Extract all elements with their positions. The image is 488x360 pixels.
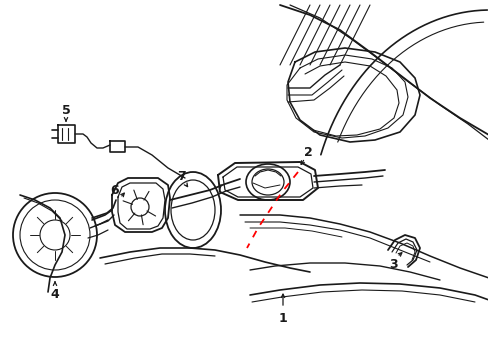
Text: 6: 6 xyxy=(110,184,119,198)
Text: 2: 2 xyxy=(303,145,312,158)
Text: 4: 4 xyxy=(51,288,59,302)
Text: 3: 3 xyxy=(388,258,397,271)
Text: 5: 5 xyxy=(61,104,70,117)
Text: 7: 7 xyxy=(177,171,186,184)
Text: 1: 1 xyxy=(278,311,287,324)
